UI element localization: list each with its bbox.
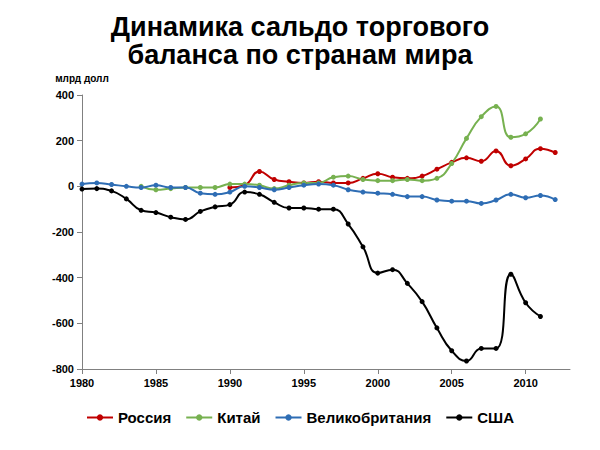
svg-text:-600: -600 <box>52 317 74 329</box>
svg-text:1990: 1990 <box>218 377 242 389</box>
svg-text:млрд долл: млрд долл <box>55 73 109 84</box>
svg-text:200: 200 <box>56 135 74 147</box>
svg-text:1985: 1985 <box>144 377 168 389</box>
svg-text:-800: -800 <box>52 363 74 375</box>
svg-text:0: 0 <box>68 180 74 192</box>
svg-text:2010: 2010 <box>513 377 537 389</box>
svg-text:2005: 2005 <box>439 377 463 389</box>
svg-text:-200: -200 <box>52 226 74 238</box>
svg-text:1980: 1980 <box>70 377 94 389</box>
svg-text:1995: 1995 <box>292 377 316 389</box>
svg-text:Россия: Россия <box>118 409 171 426</box>
svg-text:Динамика сальдо торгового: Динамика сальдо торгового <box>111 12 489 42</box>
svg-text:Китай: Китай <box>217 409 260 426</box>
svg-text:-400: -400 <box>52 272 74 284</box>
svg-text:США: США <box>477 409 514 426</box>
svg-text:400: 400 <box>56 89 74 101</box>
svg-text:баланса по странам мира: баланса по странам мира <box>128 40 474 70</box>
svg-text:Великобритания: Великобритания <box>307 409 432 426</box>
svg-text:2000: 2000 <box>366 377 390 389</box>
